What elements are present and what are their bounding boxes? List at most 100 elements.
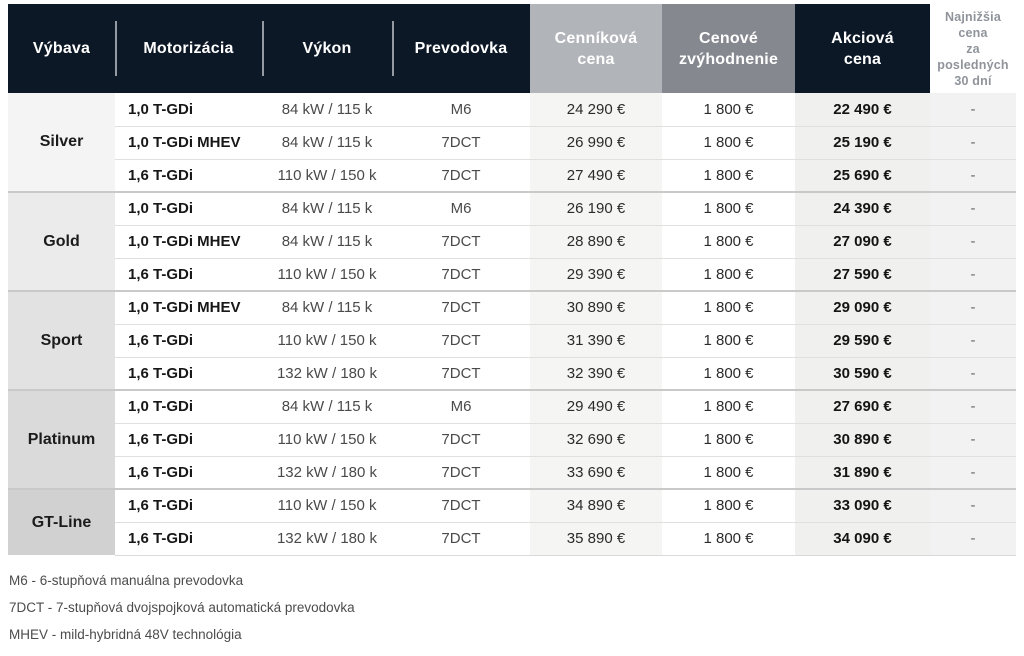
table-row: 1,6 T-GDi 132 kW / 180 k 7DCT 32 390 € 1… [8, 356, 1016, 390]
list-price-cell: 31 390 € [530, 323, 662, 357]
lowest-30d-cell: - [930, 455, 1016, 489]
promo-price-cell: 22 490 € [795, 93, 930, 126]
power-cell: 84 kW / 115 k [262, 191, 392, 225]
engine-cell: 1,6 T-GDi [115, 521, 262, 556]
table-row: 1,6 T-GDi 110 kW / 150 k 7DCT 27 490 € 1… [8, 158, 1016, 192]
discount-cell: 1 800 € [662, 257, 795, 291]
gearbox-cell: 7DCT [392, 455, 530, 489]
power-cell: 84 kW / 115 k [262, 224, 392, 258]
discount-cell: 1 800 € [662, 93, 795, 126]
engine-cell: 1,6 T-GDi [115, 257, 262, 291]
lowest-30d-cell: - [930, 224, 1016, 258]
col-header-gearbox: Prevodovka [392, 4, 530, 93]
gearbox-cell: M6 [392, 191, 530, 225]
discount-cell: 1 800 € [662, 290, 795, 324]
table-row: GT-Line 1,6 T-GDi 110 kW / 150 k 7DCT 34… [8, 488, 1016, 555]
discount-cell: 1 800 € [662, 125, 795, 159]
trim-cell: GT-Line [8, 488, 115, 555]
lowest-30d-cell: - [930, 158, 1016, 192]
lowest-30d-cell: - [930, 323, 1016, 357]
power-cell: 84 kW / 115 k [262, 389, 392, 423]
col-header-discount: Cenové zvýhodnenie [662, 4, 795, 93]
discount-cell: 1 800 € [662, 191, 795, 225]
header-line: zvýhodnenie [678, 50, 779, 68]
table-row: Gold 1,0 T-GDi 84 kW / 115 k M6 26 190 €… [8, 191, 1016, 291]
discount-cell: 1 800 € [662, 158, 795, 192]
promo-price-cell: 25 690 € [795, 158, 930, 192]
table-row: 1,6 T-GDi 110 kW / 150 k 7DCT 32 690 € 1… [8, 422, 1016, 456]
promo-price-cell: 33 090 € [795, 488, 930, 522]
gearbox-cell: 7DCT [392, 125, 530, 159]
promo-price-cell: 29 590 € [795, 323, 930, 357]
table-row: 1,6 T-GDi 110 kW / 150 k 7DCT 29 390 € 1… [8, 257, 1016, 291]
promo-price-cell: 34 090 € [795, 521, 930, 556]
discount-cell: 1 800 € [662, 323, 795, 357]
col-header-engine: Motorizácia [115, 4, 262, 93]
list-price-cell: 32 390 € [530, 356, 662, 390]
trim-group-gt-line: GT-Line 1,6 T-GDi 110 kW / 150 k 7DCT 34… [8, 488, 1016, 556]
engine-cell: 1,6 T-GDi [115, 422, 262, 456]
power-cell: 132 kW / 180 k [262, 356, 392, 390]
lowest-30d-cell: - [930, 290, 1016, 324]
gearbox-cell: 7DCT [392, 257, 530, 291]
table-row: 1,6 T-GDi 110 kW / 150 k 7DCT 31 390 € 1… [8, 323, 1016, 357]
trim-cell: Gold [8, 191, 115, 291]
engine-cell: 1,0 T-GDi MHEV [115, 125, 262, 159]
promo-price-cell: 30 590 € [795, 356, 930, 390]
promo-price-cell: 25 190 € [795, 125, 930, 159]
discount-cell: 1 800 € [662, 521, 795, 556]
footnote-7dct: 7DCT - 7-stupňová dvojspojková automatic… [9, 599, 355, 615]
engine-cell: 1,6 T-GDi [115, 323, 262, 357]
discount-cell: 1 800 € [662, 389, 795, 423]
lowest-30d-cell: - [930, 356, 1016, 390]
promo-price-cell: 31 890 € [795, 455, 930, 489]
discount-cell: 1 800 € [662, 422, 795, 456]
engine-cell: 1,6 T-GDi [115, 488, 262, 522]
discount-cell: 1 800 € [662, 455, 795, 489]
list-price-cell: 29 490 € [530, 389, 662, 423]
table-row: Silver 1,0 T-GDi 84 kW / 115 k M6 24 290… [8, 93, 1016, 192]
col-header-lowest-30d: Najnižšia cena za posledných 30 dní [930, 4, 1016, 93]
list-price-cell: 32 690 € [530, 422, 662, 456]
power-cell: 110 kW / 150 k [262, 257, 392, 291]
trim-cell: Sport [8, 290, 115, 390]
header-line: 30 dní [954, 73, 992, 88]
list-price-cell: 26 990 € [530, 125, 662, 159]
engine-cell: 1,0 T-GDi MHEV [115, 224, 262, 258]
gearbox-cell: 7DCT [392, 323, 530, 357]
table-row: 1,6 T-GDi 132 kW / 180 k 7DCT 35 890 € 1… [8, 521, 1016, 556]
footnote-m6: M6 - 6-stupňová manuálna prevodovka [9, 572, 244, 588]
engine-cell: 1,0 T-GDi [128, 100, 194, 118]
gearbox-cell: 7DCT [392, 290, 530, 324]
trim-cell: Platinum [8, 389, 115, 489]
footnotes: M6 - 6-stupňová manuálna prevodovka 7DCT… [9, 573, 1016, 642]
gearbox-cell: 7DCT [392, 224, 530, 258]
power-cell: 110 kW / 150 k [262, 323, 392, 357]
trim-cell: Silver [8, 93, 115, 192]
power-cell: 110 kW / 150 k [262, 422, 392, 456]
gearbox-cell: M6 [450, 100, 472, 118]
discount-cell: 1 800 € [662, 224, 795, 258]
table-row: Platinum 1,0 T-GDi 84 kW / 115 k M6 29 4… [8, 389, 1016, 489]
lowest-30d-cell: - [930, 422, 1016, 456]
promo-price-cell: 27 690 € [795, 389, 930, 423]
promo-price-cell: 29 090 € [795, 290, 930, 324]
list-price-cell: 35 890 € [530, 521, 662, 556]
header-row: Výbava Motorizácia Výkon Prevodovka Cenn… [8, 4, 1016, 93]
table-row: 1,0 T-GDi MHEV 84 kW / 115 k 7DCT 28 890… [8, 224, 1016, 258]
header-line: cena [577, 50, 615, 68]
table-row: 1,0 T-GDi MHEV 84 kW / 115 k 7DCT 26 990… [8, 125, 1016, 159]
gearbox-cell: M6 [392, 389, 530, 423]
gearbox-cell: 7DCT [392, 356, 530, 390]
lowest-30d-cell: - [930, 93, 1016, 126]
price-list-page: Výbava Motorizácia Výkon Prevodovka Cenn… [8, 4, 1016, 642]
lowest-30d-cell: - [930, 488, 1016, 522]
trim-group-silver: Silver 1,0 T-GDi 84 kW / 115 k M6 24 290… [8, 93, 1016, 192]
table-header: Výbava Motorizácia Výkon Prevodovka Cenn… [8, 4, 1016, 93]
list-price-cell: 29 390 € [530, 257, 662, 291]
table-row: Sport 1,0 T-GDi MHEV 84 kW / 115 k 7DCT … [8, 290, 1016, 390]
lowest-30d-cell: - [930, 389, 1016, 423]
price-table: Výbava Motorizácia Výkon Prevodovka Cenn… [8, 4, 1016, 556]
engine-cell: 1,0 T-GDi [115, 389, 262, 423]
discount-cell: 1 800 € [662, 356, 795, 390]
